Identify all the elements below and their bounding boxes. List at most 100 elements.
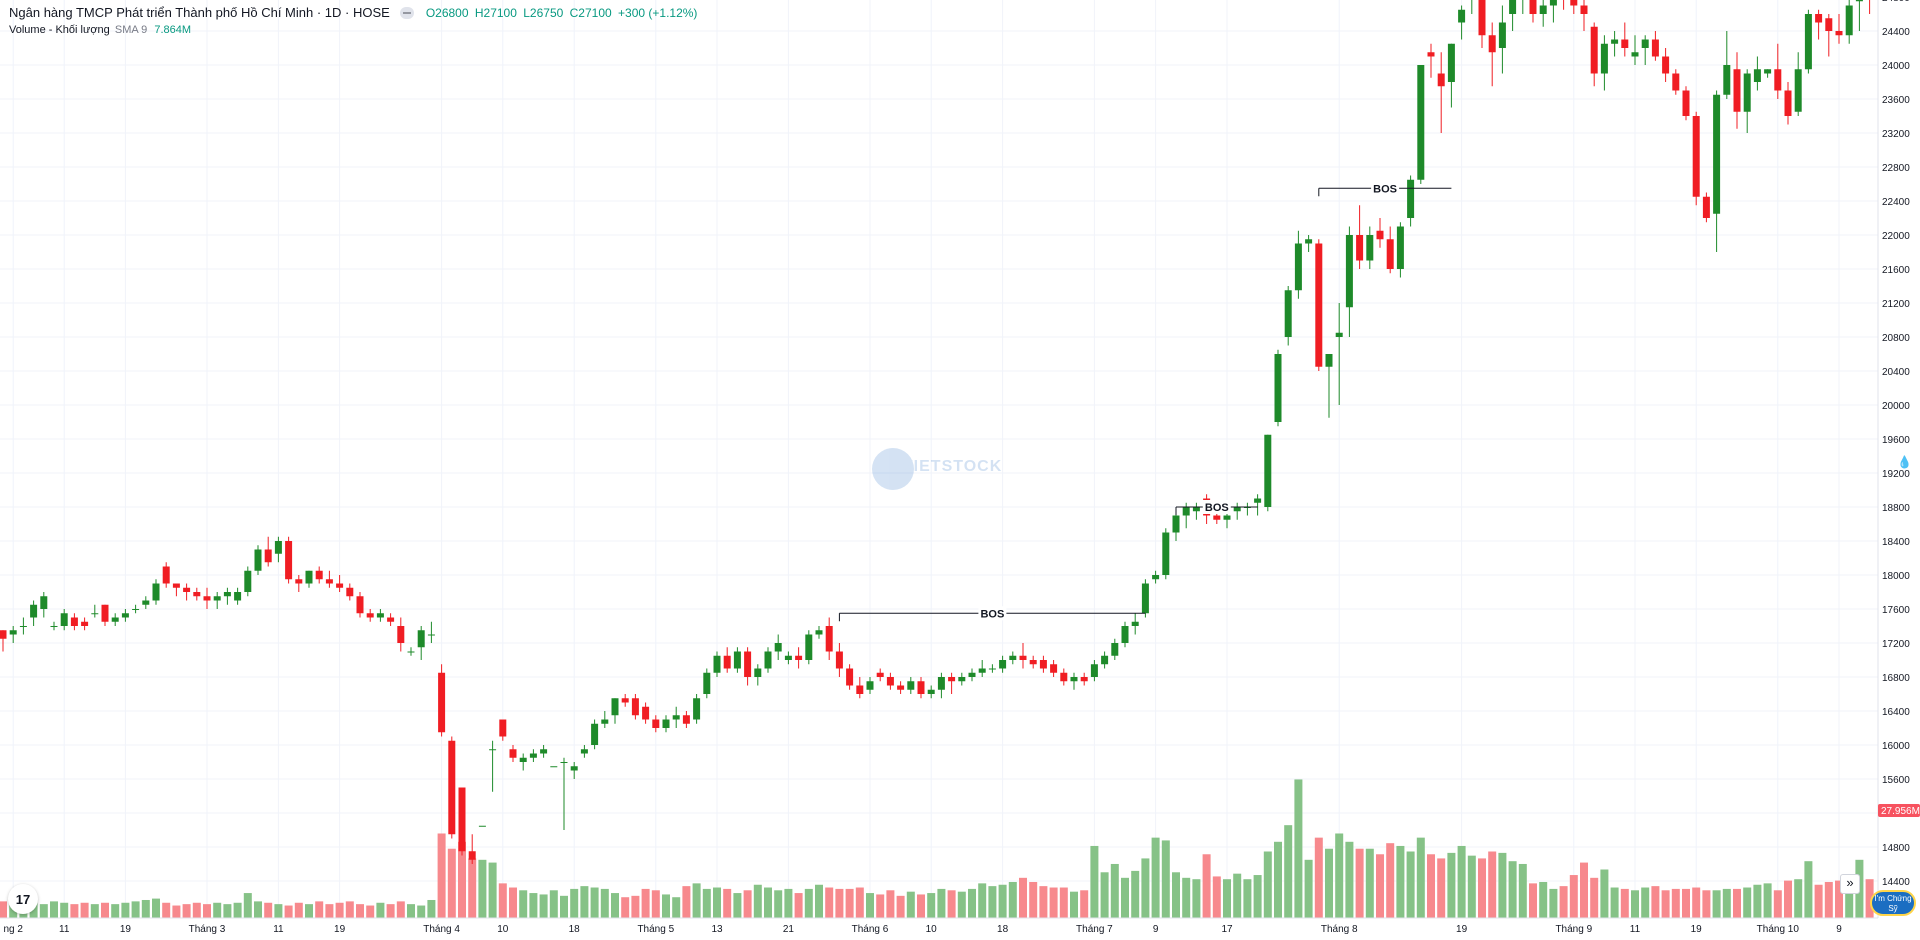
time-tick-label: ng 2 [3,924,23,935]
volume-bar [152,898,160,918]
volume-bar [1682,888,1690,918]
candle-body [1845,5,1853,36]
volume-bar [1590,877,1599,918]
volume-bar [335,902,344,918]
time-tick-label: 19 [1456,924,1468,935]
candle-body [733,651,741,669]
volume-bar [509,887,517,918]
scroll-to-realtime-button[interactable]: » [1840,874,1860,894]
candle-body [60,613,68,626]
volume-bar [927,893,936,918]
volume-bar [203,904,211,918]
volume-bar [1110,863,1119,918]
volume-bar [1467,855,1476,918]
volume-bar [1559,886,1568,918]
bos-label-bg [978,606,1007,621]
volume-bar [1253,875,1262,918]
candle-body [846,668,854,686]
tradingview-logo-icon[interactable]: 17 [8,884,38,914]
price-tick-label: 16800 [1882,673,1910,684]
candle-body [1101,655,1109,665]
volume-bar [1223,879,1231,918]
volume-bar [1141,858,1150,918]
candle-body [529,753,537,758]
volume-bar [1274,841,1282,918]
volume-bar [1804,861,1813,918]
open-value: O26800 [425,5,469,20]
volume-bar [968,888,976,918]
candle-body [621,698,629,703]
volume-bar [753,884,762,918]
bos-label-bg [1202,500,1231,514]
volume-bar [794,893,803,918]
hide-eye-icon[interactable] [399,6,414,19]
price-tick-label: 24800 [1882,0,1910,4]
volume-bar [447,848,456,918]
candle-body [835,651,843,669]
time-tick-label: 11 [59,924,70,935]
volume-bar [998,884,1007,918]
volume-bar [223,904,232,918]
candle-body [784,655,792,660]
high-value: H27100 [474,5,517,20]
symbol-legend[interactable]: Ngân hàng TMCP Phát triển Thành phố Hồ C… [9,5,700,20]
volume-bar [213,902,222,918]
candle-body [1264,434,1272,507]
candle-body [91,613,99,615]
volume-bar [947,890,956,918]
volume-bar [988,886,997,918]
volume-bar [825,887,834,918]
volume-bar [1518,863,1527,918]
candle-body [978,668,986,673]
volume-bar [1416,837,1425,918]
price-tick-label: 18400 [1882,537,1910,548]
volume-bar [1814,884,1823,918]
price-tick-label: 18000 [1882,571,1910,582]
volume-bar [662,894,670,918]
volume-bar [488,862,497,918]
droplet-icon[interactable]: 💧 [1897,455,1912,469]
candle-body [958,677,966,682]
candle-body [1050,664,1058,673]
bos-label: BOS [980,608,1004,620]
volume-bar [896,895,905,918]
candle-body [1376,230,1384,240]
volume-label[interactable]: Volume - Khối lượng [9,24,110,36]
time-tick-label: Tháng 4 [423,924,460,935]
volume-bar [1345,841,1354,918]
volume-bar [1692,887,1701,918]
candle-body [1315,243,1323,367]
candle-body [1529,0,1537,14]
volume-bar [1059,887,1068,918]
price-tick-label: 18800 [1882,503,1910,514]
candle-body [1539,5,1547,14]
volume-bar [1233,873,1242,918]
volume-badge: 27.956M [1881,806,1920,817]
candle-body [40,596,48,609]
volume-bar [427,899,436,918]
candle-body [856,685,864,694]
candle-body [9,630,17,635]
volume-bar [172,905,181,918]
candle-body [1488,35,1496,53]
price-tick-label: 24400 [1882,27,1910,38]
volume-bar [611,893,619,918]
volume-bar [366,905,375,918]
candle-body [560,762,568,763]
volume-bar [1396,845,1405,918]
volume-legend[interactable]: Volume - Khối lượng SMA 9 7.864M [9,24,191,36]
candle-body [1672,73,1680,91]
candle-body [325,579,333,584]
symbol-title[interactable]: Ngân hàng TMCP Phát triển Thành phố Hồ C… [9,5,390,20]
volume-bar [917,894,925,918]
volume-bar [1182,877,1191,918]
volume-bar [682,886,691,918]
volume-bar [570,888,579,918]
volume-bar [906,891,915,918]
candle-body [376,613,384,618]
candle-body [101,604,109,622]
candle-body [948,677,956,682]
candle-body [1600,43,1608,74]
